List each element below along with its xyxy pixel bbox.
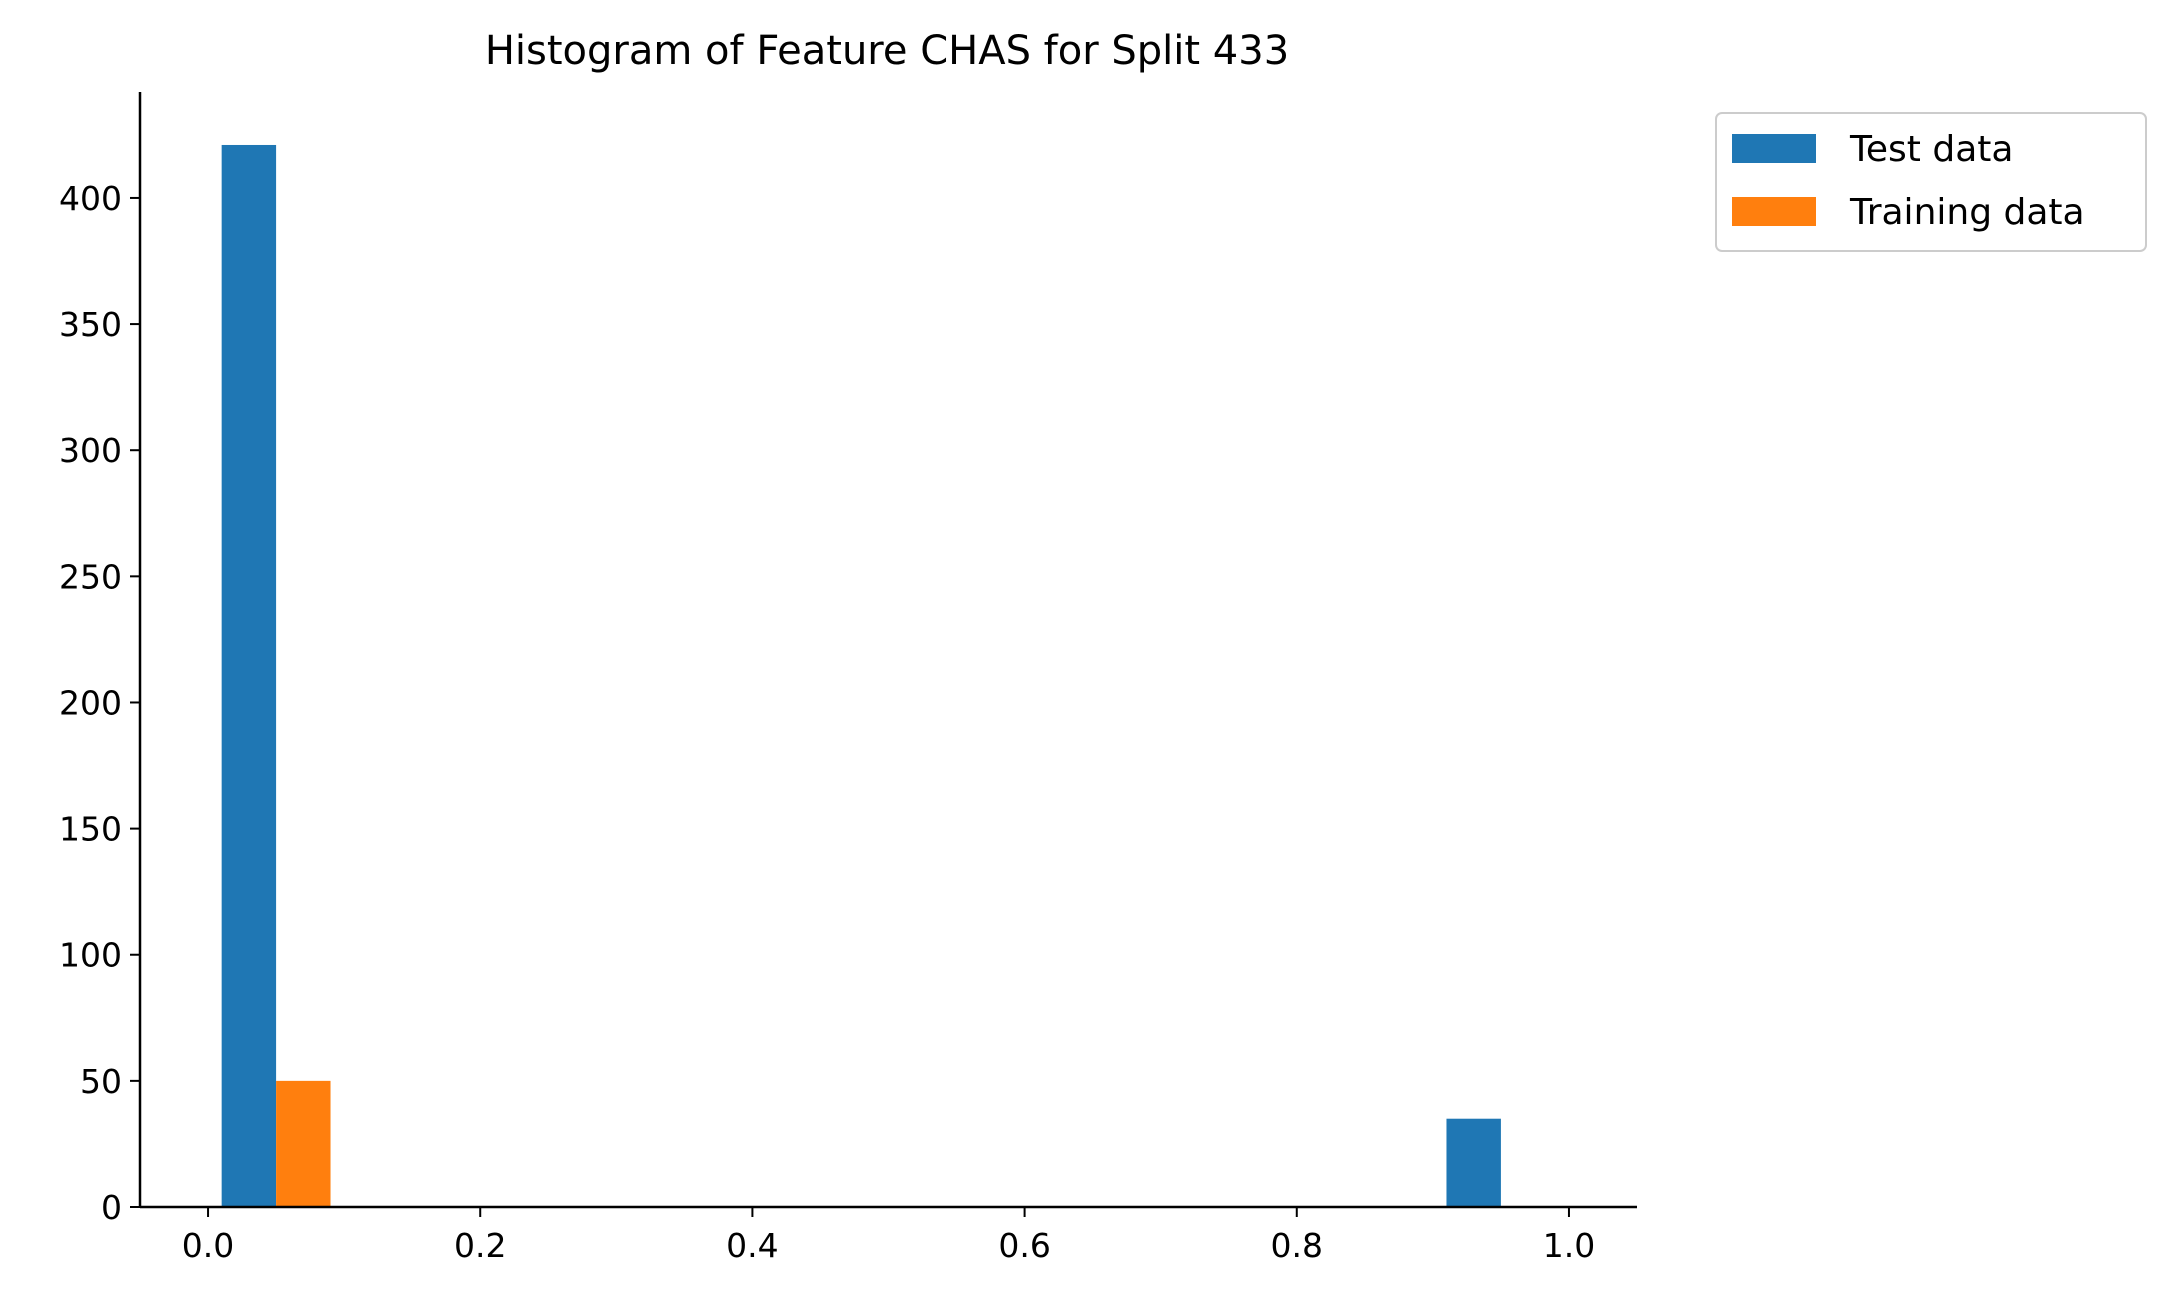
- y-tick-label: 350: [59, 305, 122, 344]
- x-tick-label: 0.8: [1271, 1226, 1323, 1265]
- y-tick-label: 200: [59, 683, 122, 722]
- y-tick-label: 400: [59, 179, 122, 218]
- legend: Test data Training data: [1715, 112, 2147, 252]
- x-tick-label: 0.0: [182, 1226, 234, 1265]
- y-tick-label: 100: [59, 936, 122, 975]
- bar-test-data-bin-9: [1446, 1118, 1501, 1207]
- chart-title: Histogram of Feature CHAS for Split 433: [485, 28, 1289, 74]
- axes-group: [138, 92, 1637, 1209]
- y-tick-label: 250: [59, 557, 122, 596]
- legend-swatch: [1732, 134, 1816, 163]
- bar-test-data-bin-0: [221, 144, 277, 1208]
- legend-label: Training data: [1849, 192, 2085, 233]
- bars-group: [221, 144, 1501, 1208]
- x-tick-label: 0.6: [998, 1226, 1050, 1265]
- y-tick-label: 150: [59, 810, 122, 849]
- x-tick-label: 0.4: [726, 1226, 778, 1265]
- legend-label: Test data: [1849, 129, 2013, 170]
- y-axis-ticks: 0 50 100 150 200 250 300 350 400: [59, 179, 140, 1227]
- y-tick-label: 0: [101, 1188, 122, 1227]
- legend-swatch: [1732, 197, 1816, 226]
- x-tick-label: 1.0: [1543, 1226, 1595, 1265]
- y-tick-label: 50: [80, 1062, 122, 1101]
- bar-training-data-bin-0: [276, 1080, 331, 1207]
- x-axis-ticks: 0.0 0.2 0.4 0.6 0.8 1.0: [182, 1207, 1595, 1265]
- y-tick-label: 300: [59, 431, 122, 470]
- x-tick-label: 0.2: [454, 1226, 506, 1265]
- legend-frame: [1715, 112, 2147, 252]
